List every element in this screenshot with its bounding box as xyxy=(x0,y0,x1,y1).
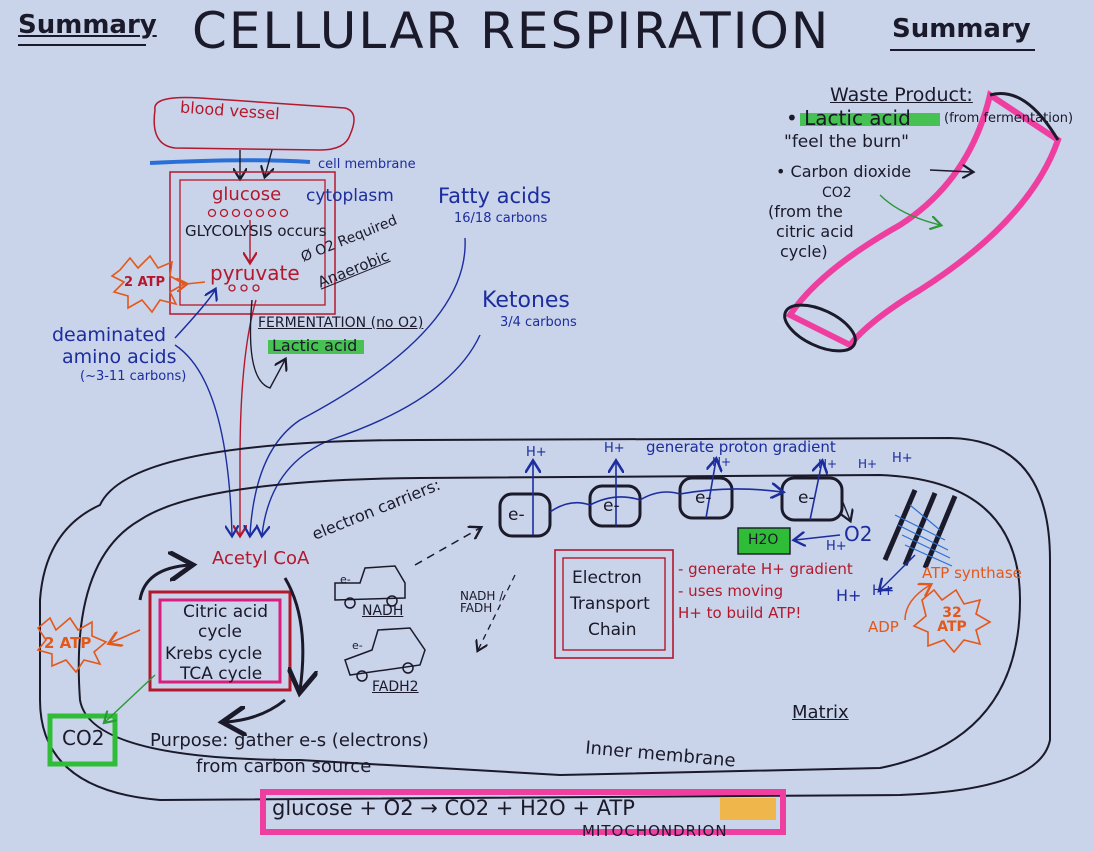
krebs-line-2: cycle xyxy=(198,622,242,642)
mitochondrion-outer-membrane xyxy=(39,436,1051,802)
etc-note-2: - uses moving xyxy=(678,582,784,600)
waste-citric-2: citric acid xyxy=(776,222,854,241)
atp-synthase xyxy=(882,489,958,569)
h-plus-4: H+ xyxy=(818,457,838,471)
krebs-line-3: Krebs cycle xyxy=(165,644,263,664)
h2o-label: H2O xyxy=(748,532,779,548)
pyruvate-label: pyruvate xyxy=(210,261,300,285)
amino-label-2: amino acids xyxy=(62,346,177,368)
nadh-label: NADH xyxy=(362,603,404,619)
fadh2-electron: e- xyxy=(352,639,363,652)
ketones-carbons: 3/4 carbons xyxy=(500,315,577,330)
fatty-acid-arrow xyxy=(250,237,466,535)
page-title: CELLULAR RESPIRATION xyxy=(192,2,831,60)
nadh-truck xyxy=(334,565,406,609)
waste-burn: "feel the burn" xyxy=(784,132,910,152)
h2o-box xyxy=(737,527,791,555)
atp-highlight xyxy=(720,798,776,820)
h-plus-3: H+ xyxy=(712,455,732,469)
cell-box-inner xyxy=(179,179,326,306)
etc-electron-1: e- xyxy=(508,505,525,525)
cytoplasm-label: cytoplasm xyxy=(306,186,394,206)
cell-membrane-line xyxy=(149,158,311,165)
etc-proteins xyxy=(498,476,844,538)
h-plus-8: H+ xyxy=(872,583,895,599)
lactic-acid-label: Lactic acid xyxy=(272,336,358,355)
etc-electron-4: e- xyxy=(798,488,815,508)
equation-label: glucose + O2 → CO2 + H2O + ATP xyxy=(272,796,635,820)
etc-box-outer xyxy=(554,549,674,659)
h-plus-o2: H+ xyxy=(826,539,847,554)
co2-box xyxy=(47,713,118,767)
etc-note-3: H+ to build ATP! xyxy=(678,604,802,622)
proton-gradient-label: generate proton gradient xyxy=(646,438,836,456)
waste-vessel xyxy=(783,90,1062,353)
h-plus-1: H+ xyxy=(526,445,547,460)
glucose-label: glucose xyxy=(212,184,282,205)
atp-starburst-cell xyxy=(110,254,186,314)
co2-label: CO2 xyxy=(62,726,105,750)
nadh-fadh-label: NADH / FADH xyxy=(460,589,504,615)
nadh-electron: e- xyxy=(340,573,351,586)
etc-box-inner xyxy=(562,557,666,651)
ketone-arrow xyxy=(262,334,481,535)
fermentation-arrow xyxy=(249,299,285,389)
atp-krebs-label: 2 ATP xyxy=(44,634,92,652)
lactic-highlight xyxy=(268,340,364,354)
amino-label-1: deaminated xyxy=(52,324,167,346)
amino-label-3: (~3-11 carbons) xyxy=(80,369,187,384)
fermentation-label: FERMENTATION (no O2) xyxy=(258,315,424,331)
waste-co2: CO2 xyxy=(822,185,852,201)
acetyl-coa-label: Acetyl CoA xyxy=(212,548,310,569)
matrix-label: Matrix xyxy=(792,702,849,723)
etc-title-2: Transport xyxy=(570,594,650,614)
h-plus-2: H+ xyxy=(604,441,625,456)
etc-title-3: Chain xyxy=(588,620,637,640)
fadh2-truck xyxy=(344,627,426,682)
waste-citric-1: (from the xyxy=(768,202,843,221)
etc-note-1: - generate H+ gradient xyxy=(678,560,853,578)
fadh2-label: FADH2 xyxy=(372,679,419,695)
krebs-line-4: TCA cycle xyxy=(180,664,263,684)
cell-membrane-label: cell membrane xyxy=(318,157,416,172)
glucose-chain xyxy=(207,208,289,218)
etc-title-1: Electron xyxy=(572,568,642,588)
waste-co2-label: • Carbon dioxide xyxy=(776,162,912,181)
o2-label: O2 xyxy=(844,522,873,546)
etc-electron-3: e- xyxy=(695,488,712,508)
dashed-arrow xyxy=(414,528,480,566)
blood-vessel-outline xyxy=(153,96,355,151)
h-plus-7: H+ xyxy=(836,586,862,605)
purpose-line-2: from carbon source xyxy=(196,756,372,777)
krebs-line-1: Citric acid xyxy=(183,602,268,622)
ketones-label: Ketones xyxy=(482,288,570,313)
fatty-acids-label: Fatty acids xyxy=(438,184,552,208)
waste-citric-3: cycle) xyxy=(780,242,828,261)
waste-title: Waste Product: xyxy=(830,84,973,106)
fatty-acids-carbons: 16/18 carbons xyxy=(454,211,548,226)
waste-fermentation-note: (from fermentation) xyxy=(944,111,1074,126)
atp-starburst-32 xyxy=(912,588,992,654)
waste-lactic: • Lactic acid xyxy=(786,106,911,130)
atp-32-label: 32 ATP xyxy=(937,605,967,635)
h-plus-6: H+ xyxy=(892,451,913,466)
purpose-line-1: Purpose: gather e-s (electrons) xyxy=(150,730,429,751)
summary-right: Summary xyxy=(892,14,1031,44)
equation-box xyxy=(260,789,786,835)
waste-lactic-highlight xyxy=(800,113,940,126)
adp-label: ADP xyxy=(868,618,899,636)
atp-cell-label: 2 ATP xyxy=(124,275,166,290)
summary-left: Summary xyxy=(18,10,157,40)
etc-electron-2: e- xyxy=(603,496,620,516)
mitochondrion-inner-membrane xyxy=(77,473,1022,777)
atp-synthase-label: ATP synthase xyxy=(922,564,1022,582)
h-plus-5: H+ xyxy=(858,457,878,471)
pyruvate-chain xyxy=(228,284,260,292)
atp-starburst-krebs xyxy=(36,616,108,674)
mitochondrion-label: MITOCHONDRION xyxy=(582,822,728,840)
glycolysis-label: GLYCOLYSIS occurs xyxy=(185,222,327,240)
